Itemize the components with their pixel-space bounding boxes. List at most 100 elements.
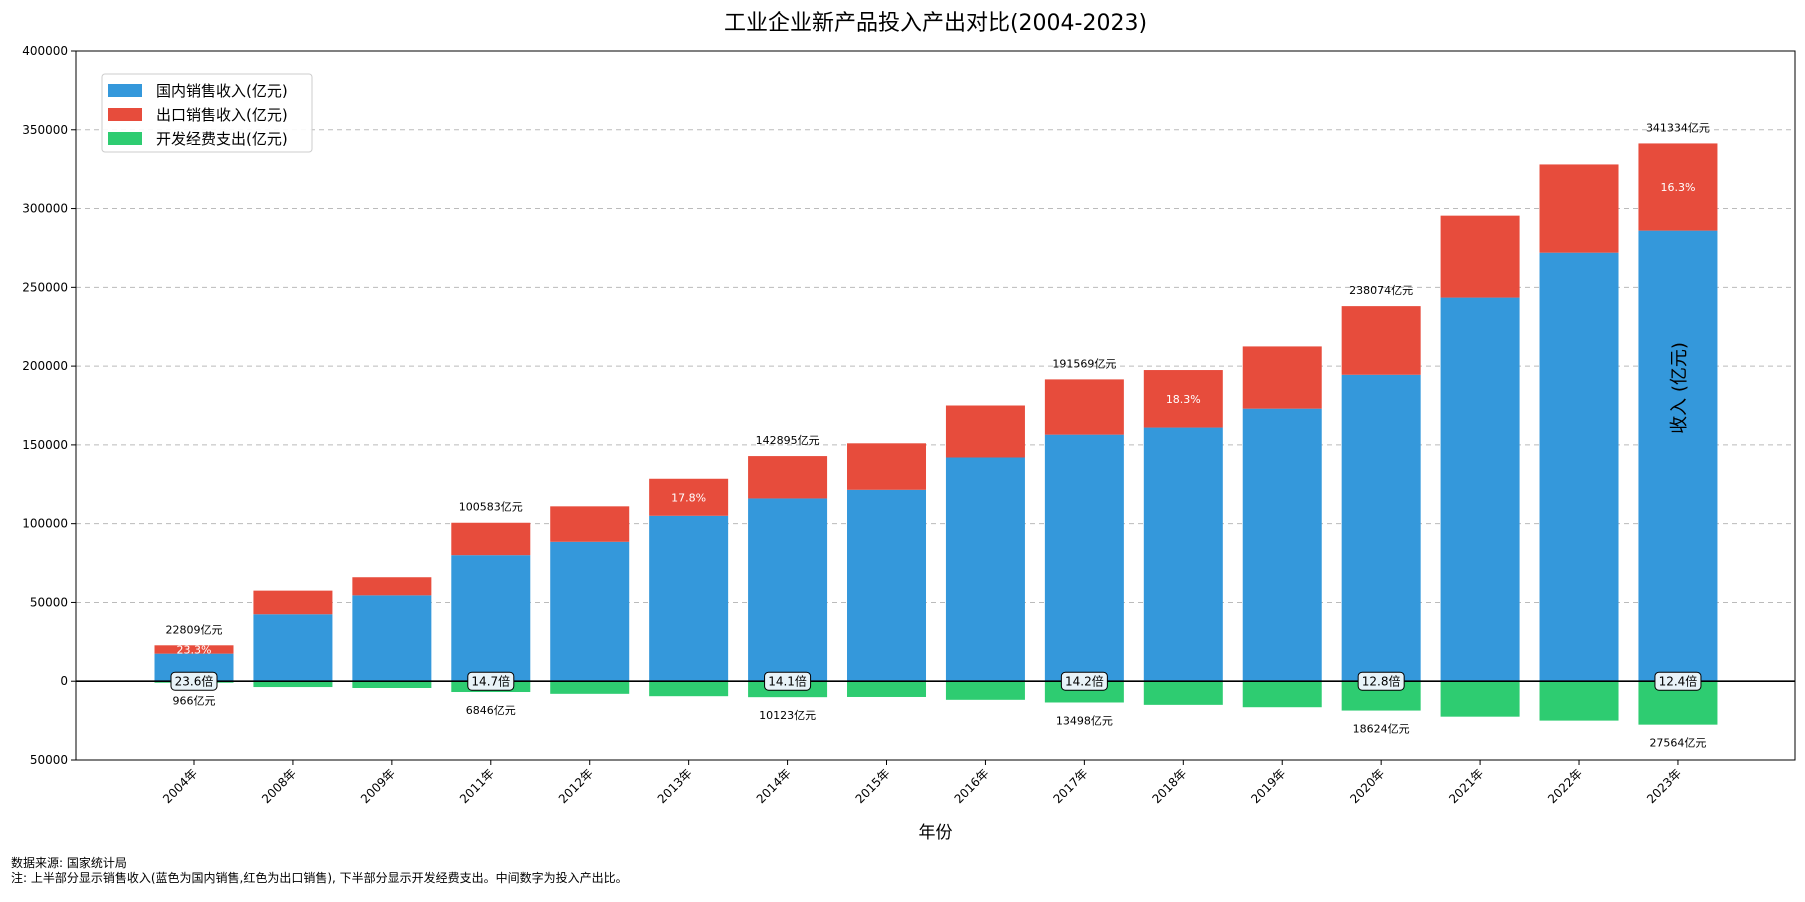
expense-label: 10123亿元 <box>759 709 816 722</box>
bar-expense <box>1440 681 1520 717</box>
ratio-box <box>1357 671 1405 691</box>
x-tick-label: 2022年 <box>1545 766 1585 806</box>
legend-swatch <box>108 132 142 145</box>
export-share-label: 16.3% <box>1660 181 1695 194</box>
legend-swatch <box>108 84 142 97</box>
x-tick-label: 2023年 <box>1644 766 1684 806</box>
y-tick-label: 250000 <box>22 280 68 294</box>
bar-export <box>1341 306 1421 375</box>
export-share-label: 18.3% <box>1166 393 1201 406</box>
bar-domestic <box>847 489 927 682</box>
bar-domestic <box>1341 374 1421 682</box>
ratio-box <box>1654 671 1702 691</box>
bar-export <box>847 443 927 490</box>
bar-export <box>1440 215 1520 298</box>
x-tick-label: 2014年 <box>754 766 794 806</box>
legend-label: 国内销售收入(亿元) <box>156 82 288 100</box>
ratio-label: 12.4倍 <box>1659 674 1698 689</box>
y-tick-label: 100000 <box>22 517 68 531</box>
bar-export <box>649 478 729 516</box>
total-label: 191569亿元 <box>1052 357 1116 370</box>
bar-export <box>748 456 828 499</box>
total-label: 100583亿元 <box>459 501 523 514</box>
total-label: 142895亿元 <box>756 434 820 447</box>
total-label: 341334亿元 <box>1646 121 1710 134</box>
x-tick-label: 2011年 <box>457 766 497 806</box>
bar-export <box>550 506 630 542</box>
bar-export <box>1638 143 1718 231</box>
x-tick-label: 2009年 <box>358 766 398 806</box>
x-tick-label: 2018年 <box>1149 766 1189 806</box>
bar-domestic <box>352 595 432 682</box>
explanation-note: 注: 上半部分显示销售收入(蓝色为国内销售,红色为出口销售), 下半部分显示开发… <box>11 871 628 885</box>
bar-domestic <box>1242 408 1322 682</box>
export-share-label: 17.8% <box>671 491 706 504</box>
y-tick-label: 350000 <box>22 123 68 137</box>
ratio-label: 14.1倍 <box>768 674 807 689</box>
x-axis-label: 年份 <box>919 823 953 843</box>
ratio-box <box>1060 671 1108 691</box>
bar-domestic <box>1143 427 1223 682</box>
x-tick-label: 2008年 <box>259 766 299 806</box>
ratio-label: 14.2倍 <box>1065 674 1104 689</box>
source-note: 数据来源: 国家统计局 <box>11 856 127 870</box>
y-tick-label: 50000 <box>30 595 68 609</box>
expense-label: 18624亿元 <box>1353 723 1410 736</box>
bar-export <box>1044 379 1124 435</box>
bar-domestic <box>253 614 333 682</box>
bar-domestic <box>1044 434 1124 682</box>
bar-domestic <box>1539 252 1619 682</box>
ratio-box <box>467 671 515 691</box>
chart-title: 工业企业新产品投入产出对比(2004-2023) <box>724 11 1147 36</box>
bar-domestic <box>649 515 729 682</box>
x-tick-label: 2021年 <box>1446 766 1486 806</box>
notes: 数据来源: 国家统计局 注: 上半部分显示销售收入(蓝色为国内销售,红色为出口销… <box>11 856 628 886</box>
expense-label: 13498亿元 <box>1056 714 1113 727</box>
x-tick-label: 2015年 <box>853 766 893 806</box>
ratio-label: 23.6倍 <box>175 674 214 689</box>
bar-expense <box>550 681 630 694</box>
bar-expense <box>1242 681 1322 708</box>
total-label: 238074亿元 <box>1349 284 1413 297</box>
bar-export <box>945 405 1025 458</box>
bar-expense <box>1539 681 1619 721</box>
x-tick-label: 2016年 <box>952 766 992 806</box>
expense-label: 966亿元 <box>173 695 216 708</box>
bar-expense <box>847 681 927 697</box>
bar-export <box>352 577 432 596</box>
legend-label: 开发经费支出(亿元) <box>156 130 288 148</box>
y-tick-label: 400000 <box>22 44 68 58</box>
x-tick-label: 2017年 <box>1051 766 1091 806</box>
bar-export <box>154 645 234 654</box>
bar-domestic <box>1440 297 1520 682</box>
bar-expense <box>945 681 1025 700</box>
plot-frame <box>75 50 1796 761</box>
bar-domestic <box>1638 230 1718 682</box>
ratio-box <box>170 671 218 691</box>
bar-domestic <box>748 498 828 682</box>
bar-expense <box>253 681 333 688</box>
x-tick-label: 2012年 <box>556 766 596 806</box>
bar-expense <box>352 681 432 688</box>
bar-expense <box>1143 681 1223 705</box>
expense-label: 27564亿元 <box>1649 737 1706 750</box>
y-tick-label: 200000 <box>22 359 68 373</box>
y-tick-label: 150000 <box>22 438 68 452</box>
legend-swatch <box>108 108 142 121</box>
legend-label: 出口销售收入(亿元) <box>156 106 288 124</box>
bar-export <box>1143 370 1223 428</box>
bar-domestic <box>945 457 1025 682</box>
x-tick-label: 2019年 <box>1248 766 1288 806</box>
legend-box <box>101 73 313 153</box>
y-tick-label: 50000 <box>30 753 68 767</box>
bar-export <box>1539 164 1619 253</box>
ratio-box <box>764 671 812 691</box>
total-label: 22809亿元 <box>166 623 223 636</box>
bar-domestic <box>451 555 531 682</box>
bar-export <box>451 522 531 556</box>
bar-domestic <box>550 541 630 682</box>
x-tick-label: 2013年 <box>655 766 695 806</box>
x-tick-label: 2020年 <box>1347 766 1387 806</box>
expense-label: 6846亿元 <box>466 704 516 717</box>
